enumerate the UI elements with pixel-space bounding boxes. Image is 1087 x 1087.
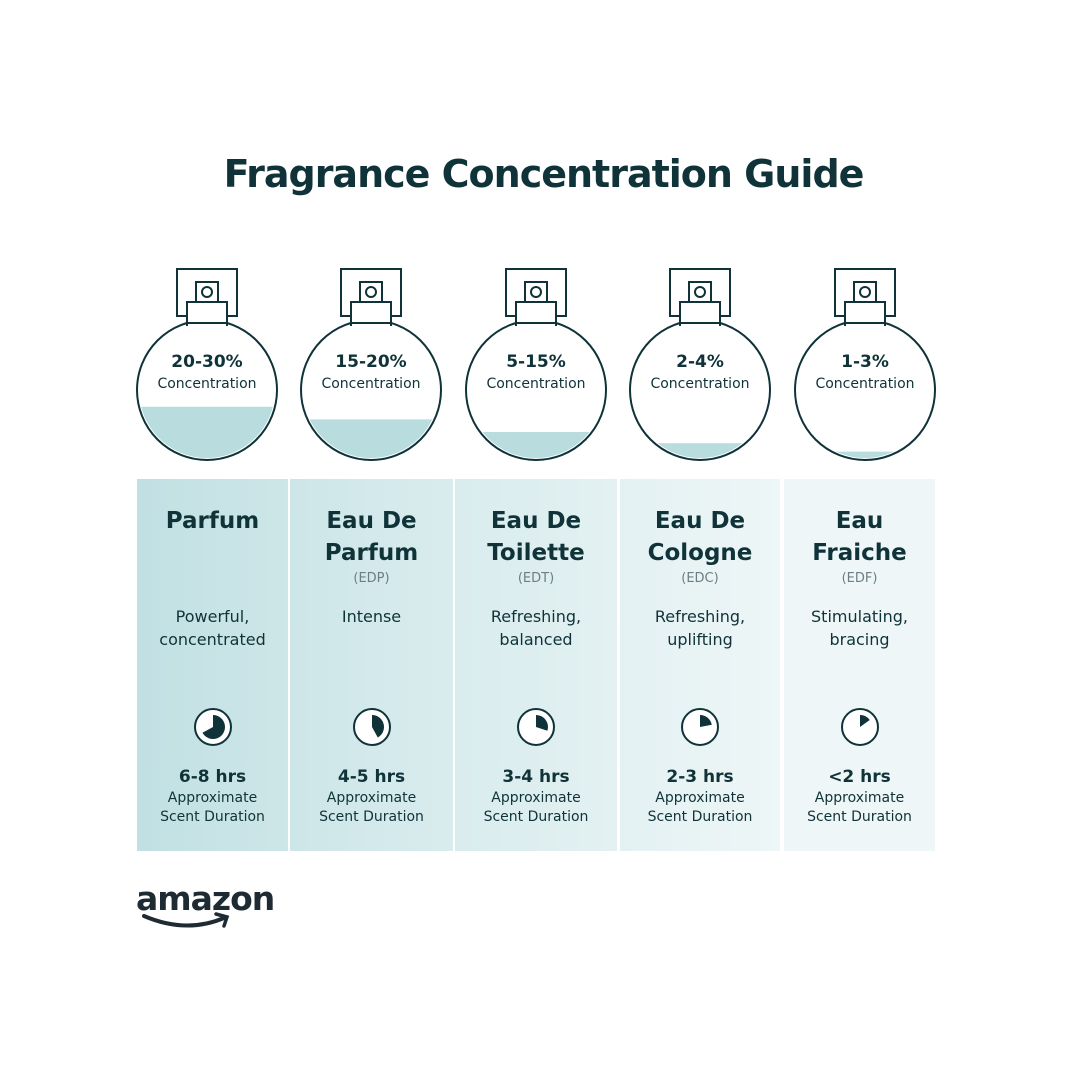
clock-icon bbox=[840, 708, 879, 746]
clock-fill bbox=[700, 715, 712, 727]
concentration-value: 15-20% bbox=[335, 352, 407, 372]
fragrance-abbreviation: (EDT) bbox=[517, 571, 555, 586]
liquid-level bbox=[797, 451, 933, 458]
bottle: 1-3% Concentration bbox=[790, 266, 940, 462]
fragrance-name: Eau Fraiche bbox=[812, 508, 907, 566]
bottle-icon bbox=[794, 268, 936, 461]
clock-fill bbox=[201, 715, 225, 739]
bottle-icon bbox=[300, 268, 442, 461]
clock-fill bbox=[859, 715, 870, 727]
duration-hours: 2-3 hrs bbox=[666, 767, 734, 787]
bottle-icon bbox=[136, 268, 278, 461]
fragrance-abbreviation: (EDF) bbox=[841, 571, 878, 586]
duration-label: Approximate Scent Duration bbox=[647, 790, 753, 825]
bottle: 20-30% Concentration bbox=[132, 266, 282, 462]
bottle-icon bbox=[465, 268, 607, 461]
concentration-label: Concentration bbox=[321, 376, 421, 392]
concentration-label: Concentration bbox=[815, 376, 915, 392]
fragrance-description: Stimulating, bracing bbox=[811, 607, 908, 649]
fragrance-name: Eau De Toilette bbox=[487, 508, 585, 566]
fragrance-column: Eau De Cologne (EDC) Refreshing, uplifting… bbox=[620, 479, 780, 851]
fragrance-abbreviation: (EDP) bbox=[353, 571, 390, 586]
duration-hours: <2 hrs bbox=[828, 767, 891, 787]
clock-icon bbox=[681, 708, 719, 746]
clock-icon bbox=[193, 708, 232, 746]
duration-label: Approximate Scent Duration bbox=[319, 790, 424, 825]
fragrance-description: Intense bbox=[341, 607, 402, 626]
duration-hours: 4-5 hrs bbox=[337, 767, 406, 787]
fragrance-name: Parfum bbox=[165, 508, 260, 534]
clock-icon bbox=[517, 708, 555, 746]
concentration-label: Concentration bbox=[650, 376, 750, 392]
fragrance-column: Eau De Toilette (EDT) Refreshing, balanced… bbox=[455, 479, 617, 851]
page-title: Fragrance Concentration Guide bbox=[223, 152, 865, 196]
fragrance-column: Parfum Powerful, concentrated 6-8 hrs App… bbox=[137, 479, 288, 851]
duration-label: Approximate Scent Duration bbox=[160, 790, 265, 825]
fragrance-column: Eau Fraiche (EDF) Stimulating, bracing <2 … bbox=[784, 479, 935, 851]
fragrance-description: Powerful, concentrated bbox=[159, 607, 266, 649]
fragrance-abbreviation: (EDC) bbox=[681, 571, 719, 586]
fragrance-name: Eau De Parfum bbox=[324, 508, 419, 566]
concentration-value: 1-3% bbox=[841, 352, 889, 372]
clock-fill bbox=[371, 715, 384, 738]
concentration-label: Concentration bbox=[486, 376, 586, 392]
concentration-value: 20-30% bbox=[171, 352, 243, 372]
bottle: 5-15% Concentration bbox=[461, 266, 611, 462]
svg-text:amazon: amazon bbox=[136, 879, 274, 918]
concentration-value: 5-15% bbox=[506, 352, 566, 372]
clock-icon bbox=[352, 708, 391, 746]
amazon-logo: amazon bbox=[136, 879, 275, 928]
liquid-level bbox=[139, 406, 275, 458]
bottle-icon bbox=[629, 268, 771, 461]
concentration-label: Concentration bbox=[157, 376, 257, 392]
concentration-value: 2-4% bbox=[676, 352, 724, 372]
duration-label: Approximate Scent Duration bbox=[483, 790, 589, 825]
duration-hours: 6-8 hrs bbox=[178, 767, 247, 787]
clock-fill bbox=[536, 715, 548, 731]
fragrance-description: Refreshing, balanced bbox=[490, 607, 582, 649]
liquid-level bbox=[468, 432, 604, 458]
fragrance-description: Refreshing, uplifting bbox=[654, 607, 746, 649]
bottle: 15-20% Concentration bbox=[296, 266, 446, 462]
fragrance-name: Eau De Cologne bbox=[647, 508, 753, 566]
fragrance-column: Eau De Parfum (EDP) Intense 4-5 hrs Appro… bbox=[290, 479, 453, 851]
duration-hours: 3-4 hrs bbox=[502, 767, 570, 787]
bottle: 2-4% Concentration bbox=[625, 266, 775, 462]
duration-label: Approximate Scent Duration bbox=[807, 790, 912, 825]
